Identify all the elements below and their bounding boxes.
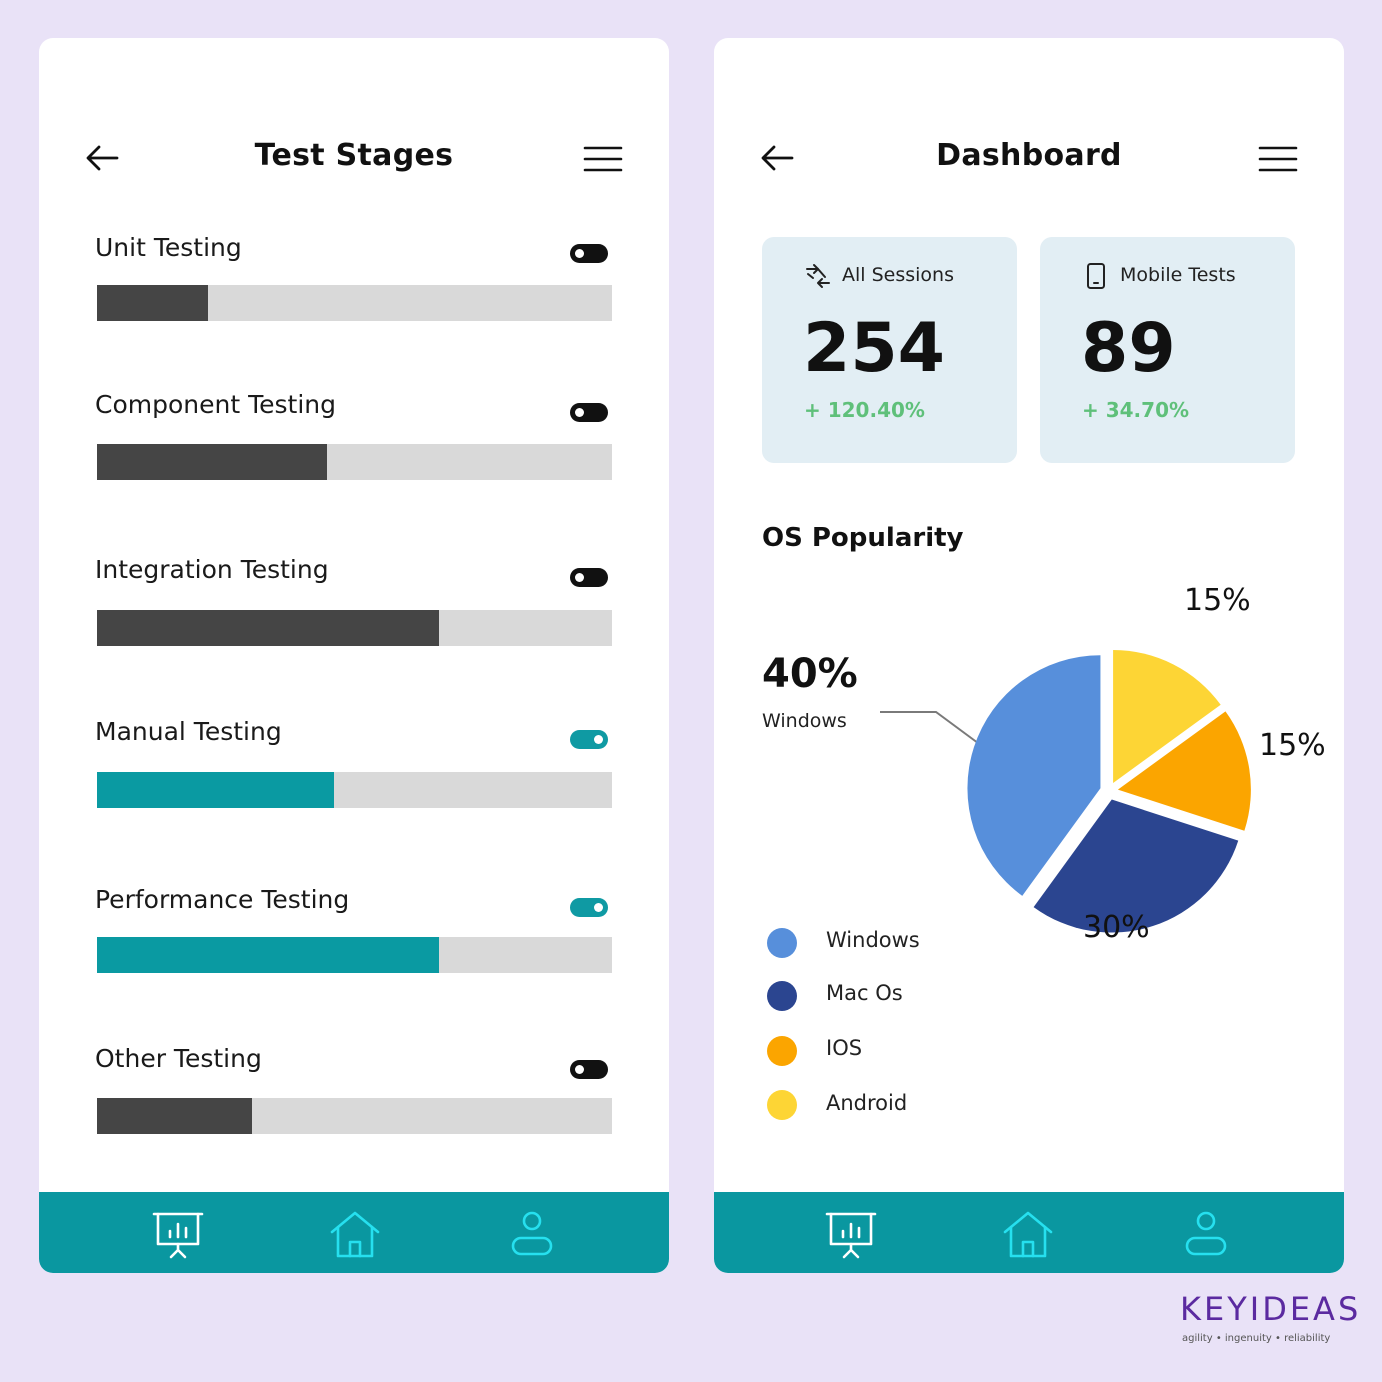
home-icon[interactable] [1001, 1210, 1055, 1260]
brand-tagline: agility • ingenuity • reliability [1182, 1333, 1331, 1344]
stage-progress-component-testing [97, 444, 612, 480]
stage-toggle-integration-testing[interactable] [570, 568, 608, 587]
stage-progress-other-testing [97, 1098, 612, 1134]
stage-label-component-testing: Component Testing [95, 390, 336, 419]
card-label: All Sessions [842, 264, 954, 286]
legend-label-android: Android [826, 1091, 908, 1115]
progress-fill [97, 610, 440, 646]
os-pie-chart [880, 649, 1251, 933]
page-title: Test Stages [254, 138, 454, 173]
stage-progress-integration-testing [97, 610, 612, 646]
toggle-knob [575, 1065, 584, 1074]
progress-fill [97, 772, 335, 808]
windows-callout-label: Windows [762, 710, 847, 732]
legend-dot-android [767, 1090, 797, 1120]
windows-callout-value: 40% [762, 651, 858, 697]
card-value: 254 [803, 309, 945, 388]
stage-label-integration-testing: Integration Testing [95, 555, 329, 584]
progress-fill [97, 285, 208, 321]
keyideas-logo: KEYIDEAS agility • ingenuity • reliabili… [1180, 1290, 1358, 1350]
toggle-knob [575, 573, 584, 582]
page-title: Dashboard [936, 138, 1122, 173]
user-icon[interactable] [505, 1210, 559, 1260]
stage-label-performance-testing: Performance Testing [95, 885, 350, 914]
test-stages-screen: Test Stages Unit Testing Component Testi… [39, 38, 669, 1273]
pie-slice-android [1113, 649, 1221, 783]
stage-label-unit-testing: Unit Testing [95, 233, 242, 262]
back-arrow-icon[interactable] [758, 138, 798, 178]
bottom-nav [39, 1192, 669, 1273]
legend-label-ios: IOS [826, 1036, 863, 1060]
pie-label-android: 15% [1184, 583, 1251, 618]
presentation-chart-icon[interactable] [151, 1210, 205, 1260]
toggle-knob [594, 735, 603, 744]
legend-label-macos: Mac Os [826, 981, 903, 1005]
bottom-nav [714, 1192, 1344, 1273]
dashboard-screen: Dashboard All Sessions 254 + 120.40% Mob… [714, 38, 1344, 1273]
mobile-tests-card[interactable]: Mobile Tests 89 + 34.70% [1040, 237, 1295, 463]
toggle-knob [575, 249, 584, 258]
stage-toggle-unit-testing[interactable] [570, 244, 608, 263]
stage-toggle-manual-testing[interactable] [570, 730, 608, 749]
legend-label-windows: Windows [826, 928, 920, 952]
card-label: Mobile Tests [1120, 264, 1236, 286]
progress-fill [97, 444, 328, 480]
card-change: + 34.70% [1082, 398, 1190, 422]
progress-fill [97, 937, 440, 973]
pie-slice-windows [967, 655, 1101, 896]
pie-label-ios: 15% [1259, 728, 1326, 763]
back-arrow-icon[interactable] [83, 138, 123, 178]
stage-progress-performance-testing [97, 937, 612, 973]
card-value: 89 [1081, 309, 1176, 388]
all-sessions-card[interactable]: All Sessions 254 + 120.40% [762, 237, 1017, 463]
card-change: + 120.40% [804, 398, 925, 422]
pie-label-macos: 30% [1083, 910, 1150, 945]
progress-fill [97, 1098, 252, 1134]
stage-label-manual-testing: Manual Testing [95, 717, 282, 746]
stage-label-other-testing: Other Testing [95, 1044, 262, 1073]
toggle-knob [594, 903, 603, 912]
legend-dot-macos [767, 981, 797, 1011]
presentation-chart-icon[interactable] [824, 1210, 878, 1260]
stage-toggle-performance-testing[interactable] [570, 898, 608, 917]
os-popularity-title: OS Popularity [762, 523, 964, 553]
stage-toggle-component-testing[interactable] [570, 403, 608, 422]
hamburger-menu-icon[interactable] [583, 144, 623, 174]
user-icon[interactable] [1179, 1210, 1233, 1260]
pie-slice-ios [1117, 711, 1251, 831]
pie-slice-mac-os [1033, 799, 1239, 933]
callout-leader-line [880, 711, 983, 747]
stage-progress-unit-testing [97, 285, 612, 321]
legend-dot-windows [767, 928, 797, 958]
toggle-knob [575, 408, 584, 417]
legend-dot-ios [767, 1036, 797, 1066]
sessions-icon [806, 264, 830, 288]
brand-name: KEYIDEAS [1180, 1290, 1362, 1328]
stage-progress-manual-testing [97, 772, 612, 808]
stage-toggle-other-testing[interactable] [570, 1060, 608, 1079]
hamburger-menu-icon[interactable] [1258, 144, 1298, 174]
home-icon[interactable] [328, 1210, 382, 1260]
mobile-icon [1087, 263, 1105, 289]
